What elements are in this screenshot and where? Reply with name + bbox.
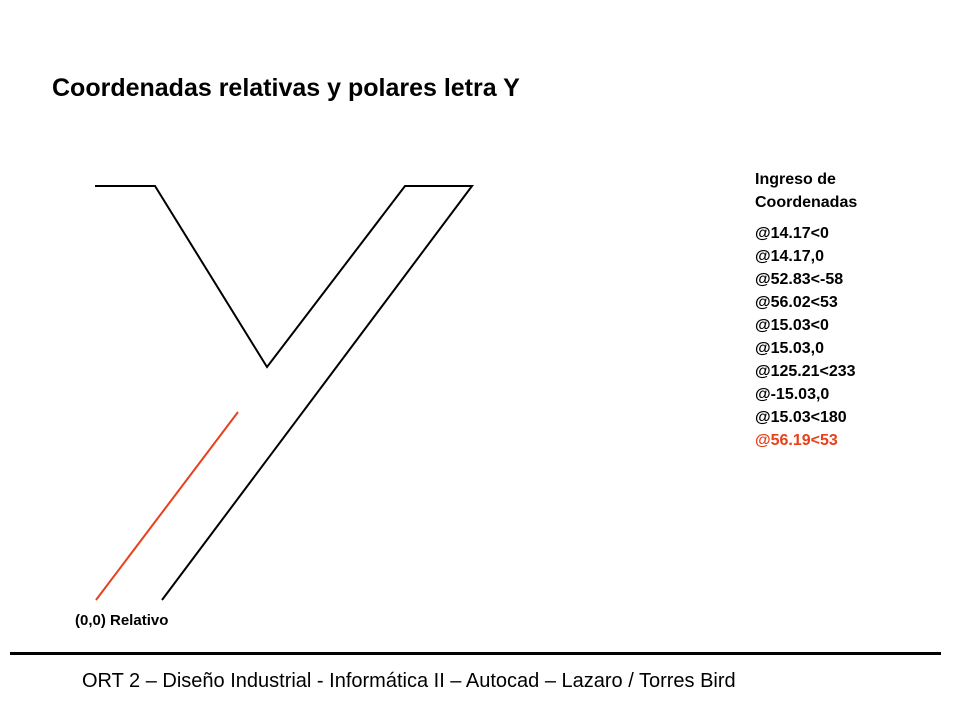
command: @15.03,0 bbox=[755, 340, 824, 357]
title: Coordenadas relativas y polares letra Y bbox=[52, 74, 520, 102]
command: @125.21<233 bbox=[755, 363, 856, 380]
panel-heading: Ingreso de Coordenadas bbox=[755, 171, 858, 211]
command: @14.17<0 bbox=[755, 225, 829, 242]
command: @15.03<180 bbox=[755, 409, 847, 426]
highlight-command: @56.19<53 bbox=[755, 432, 838, 449]
command: @14.17,0 bbox=[755, 248, 824, 265]
command-list: @14.17<0 @14.17,0 @52.83<-58 @56.02<53 @15.0… bbox=[755, 222, 856, 452]
origin-label: (0,0) Relativo bbox=[75, 612, 169, 629]
command: @-15.03,0 bbox=[755, 386, 830, 403]
command: @52.83<-58 bbox=[755, 271, 844, 288]
command: @56.02<53 bbox=[755, 294, 838, 311]
command: @15.03<0 bbox=[755, 317, 829, 334]
highlight-segment bbox=[95, 411, 239, 601]
footer: ORT 2 – Diseño Industrial - Informática … bbox=[82, 670, 736, 692]
y-outline bbox=[95, 185, 474, 601]
divider bbox=[10, 652, 941, 655]
